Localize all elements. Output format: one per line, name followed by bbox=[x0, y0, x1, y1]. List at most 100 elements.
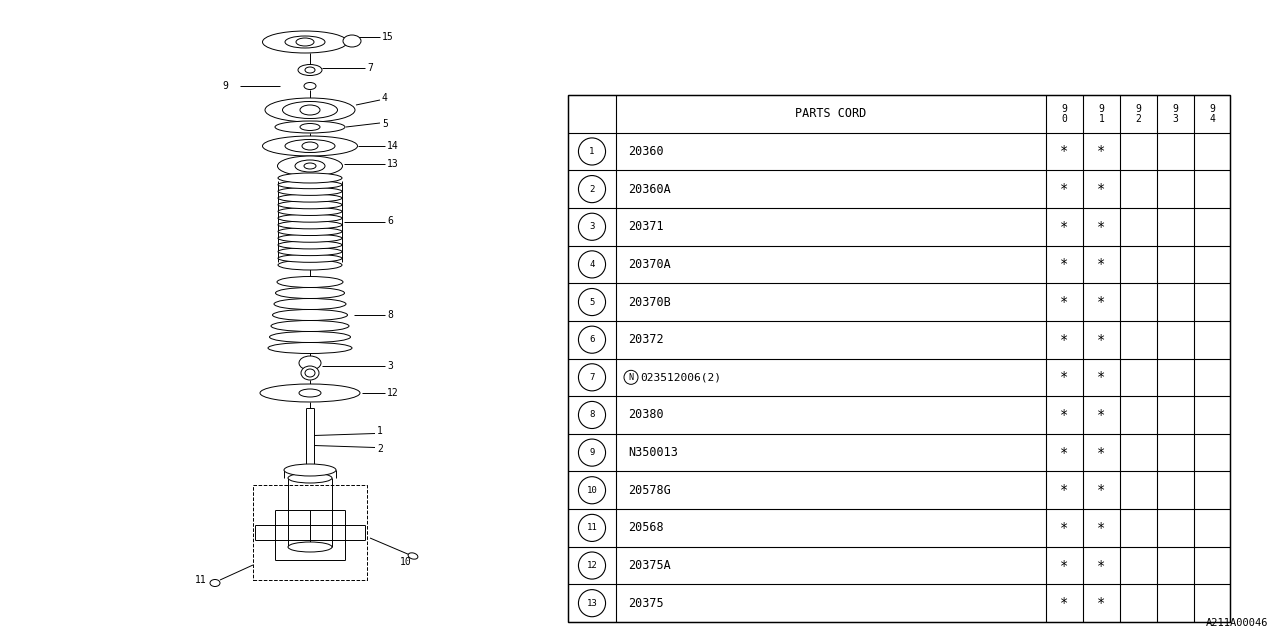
Text: *: * bbox=[1097, 408, 1106, 422]
Ellipse shape bbox=[408, 553, 417, 559]
Text: *: * bbox=[1060, 220, 1069, 234]
Text: 9: 9 bbox=[1135, 104, 1142, 114]
Circle shape bbox=[579, 251, 605, 278]
Circle shape bbox=[579, 213, 605, 240]
Text: 20375: 20375 bbox=[628, 596, 663, 610]
Ellipse shape bbox=[305, 369, 315, 377]
Ellipse shape bbox=[296, 38, 314, 46]
Text: *: * bbox=[1060, 596, 1069, 610]
Text: 15: 15 bbox=[381, 32, 394, 42]
Text: 9: 9 bbox=[1098, 104, 1105, 114]
Ellipse shape bbox=[278, 180, 342, 189]
Text: *: * bbox=[1060, 521, 1069, 535]
Text: 6: 6 bbox=[387, 216, 393, 227]
Bar bbox=[253, 485, 367, 580]
Ellipse shape bbox=[278, 248, 342, 255]
Text: 9: 9 bbox=[221, 81, 228, 91]
Ellipse shape bbox=[278, 234, 342, 242]
Ellipse shape bbox=[275, 121, 346, 133]
Text: *: * bbox=[1060, 182, 1069, 196]
Text: 6: 6 bbox=[589, 335, 595, 344]
Text: *: * bbox=[1097, 182, 1106, 196]
Ellipse shape bbox=[278, 228, 342, 236]
Ellipse shape bbox=[278, 201, 342, 209]
Text: 12: 12 bbox=[586, 561, 598, 570]
Ellipse shape bbox=[278, 207, 342, 216]
Ellipse shape bbox=[300, 105, 320, 115]
Ellipse shape bbox=[302, 142, 317, 150]
Text: *: * bbox=[1097, 145, 1106, 159]
Text: 11: 11 bbox=[586, 524, 598, 532]
Ellipse shape bbox=[284, 464, 335, 476]
Text: 10: 10 bbox=[399, 557, 412, 567]
Text: 7: 7 bbox=[367, 63, 372, 73]
Circle shape bbox=[579, 477, 605, 504]
Text: *: * bbox=[1097, 559, 1106, 573]
Ellipse shape bbox=[305, 67, 315, 73]
Text: 20360A: 20360A bbox=[628, 182, 671, 196]
Text: 20375A: 20375A bbox=[628, 559, 671, 572]
Ellipse shape bbox=[260, 384, 360, 402]
Ellipse shape bbox=[278, 254, 342, 262]
Text: *: * bbox=[1097, 333, 1106, 347]
Ellipse shape bbox=[276, 276, 343, 287]
Circle shape bbox=[579, 364, 605, 391]
Ellipse shape bbox=[300, 124, 320, 131]
Text: 8: 8 bbox=[589, 410, 595, 419]
Circle shape bbox=[579, 401, 605, 429]
Ellipse shape bbox=[278, 221, 342, 229]
Ellipse shape bbox=[273, 310, 347, 321]
Circle shape bbox=[579, 138, 605, 165]
Text: 9: 9 bbox=[1172, 104, 1179, 114]
Text: *: * bbox=[1097, 257, 1106, 271]
Circle shape bbox=[579, 326, 605, 353]
Text: *: * bbox=[1060, 408, 1069, 422]
Text: N: N bbox=[628, 373, 634, 382]
Ellipse shape bbox=[300, 356, 321, 370]
Text: 7: 7 bbox=[589, 373, 595, 382]
Text: 11: 11 bbox=[195, 575, 207, 585]
Ellipse shape bbox=[278, 173, 342, 183]
Text: 1: 1 bbox=[1098, 114, 1105, 124]
Ellipse shape bbox=[288, 473, 332, 483]
Text: 20578G: 20578G bbox=[628, 484, 671, 497]
Text: *: * bbox=[1060, 559, 1069, 573]
Text: 4: 4 bbox=[1210, 114, 1215, 124]
Text: 10: 10 bbox=[586, 486, 598, 495]
Ellipse shape bbox=[305, 83, 316, 90]
Text: 4: 4 bbox=[381, 93, 388, 103]
Ellipse shape bbox=[275, 287, 344, 298]
Text: 9: 9 bbox=[589, 448, 595, 457]
Text: *: * bbox=[1097, 483, 1106, 497]
Text: 12: 12 bbox=[387, 388, 399, 398]
Ellipse shape bbox=[298, 65, 323, 76]
Text: 20372: 20372 bbox=[628, 333, 663, 346]
Text: *: * bbox=[1060, 371, 1069, 385]
Text: *: * bbox=[1097, 445, 1106, 460]
Circle shape bbox=[579, 552, 605, 579]
Ellipse shape bbox=[262, 31, 347, 53]
Text: 20371: 20371 bbox=[628, 220, 663, 233]
Text: *: * bbox=[1097, 371, 1106, 385]
Text: *: * bbox=[1060, 333, 1069, 347]
Text: 3: 3 bbox=[387, 361, 393, 371]
Ellipse shape bbox=[278, 194, 342, 202]
Text: 1: 1 bbox=[589, 147, 595, 156]
Text: 14: 14 bbox=[387, 141, 399, 151]
Ellipse shape bbox=[343, 35, 361, 47]
Text: *: * bbox=[1097, 521, 1106, 535]
Circle shape bbox=[579, 439, 605, 466]
Ellipse shape bbox=[210, 579, 220, 586]
Ellipse shape bbox=[278, 156, 343, 176]
Text: 3: 3 bbox=[1172, 114, 1179, 124]
Text: *: * bbox=[1060, 145, 1069, 159]
Text: 4: 4 bbox=[589, 260, 595, 269]
Circle shape bbox=[579, 589, 605, 617]
Ellipse shape bbox=[300, 389, 321, 397]
Text: N350013: N350013 bbox=[628, 446, 678, 459]
Text: 2: 2 bbox=[589, 184, 595, 194]
Ellipse shape bbox=[262, 136, 357, 156]
Text: 20568: 20568 bbox=[628, 522, 663, 534]
Ellipse shape bbox=[278, 188, 342, 195]
Ellipse shape bbox=[268, 342, 352, 353]
